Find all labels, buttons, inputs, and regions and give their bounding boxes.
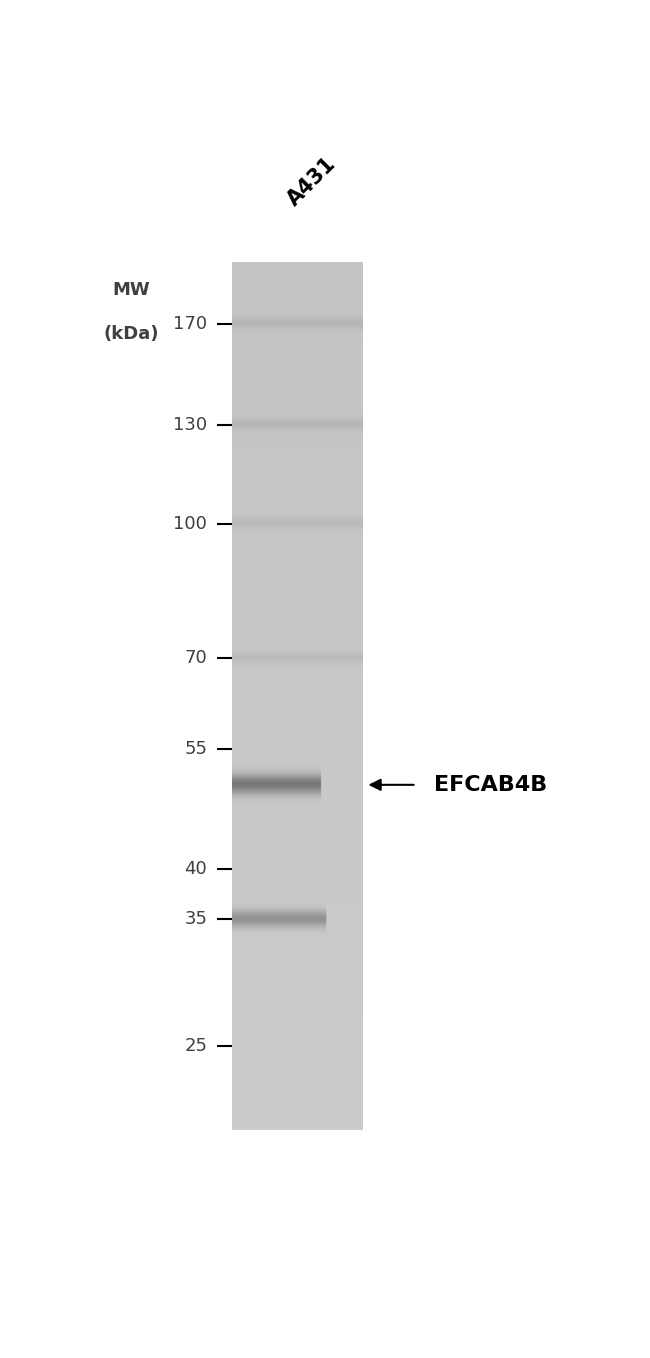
Text: 25: 25: [184, 1038, 207, 1055]
Text: (kDa): (kDa): [104, 325, 159, 344]
Text: 40: 40: [185, 860, 207, 877]
Text: 35: 35: [184, 910, 207, 929]
Text: 130: 130: [173, 416, 207, 433]
Text: 70: 70: [185, 649, 207, 667]
Text: EFCAB4B: EFCAB4B: [434, 775, 547, 794]
Text: A431: A431: [283, 153, 340, 210]
Text: 170: 170: [173, 315, 207, 333]
Text: MW: MW: [112, 281, 151, 299]
Text: 100: 100: [174, 515, 207, 532]
Text: 55: 55: [184, 740, 207, 758]
